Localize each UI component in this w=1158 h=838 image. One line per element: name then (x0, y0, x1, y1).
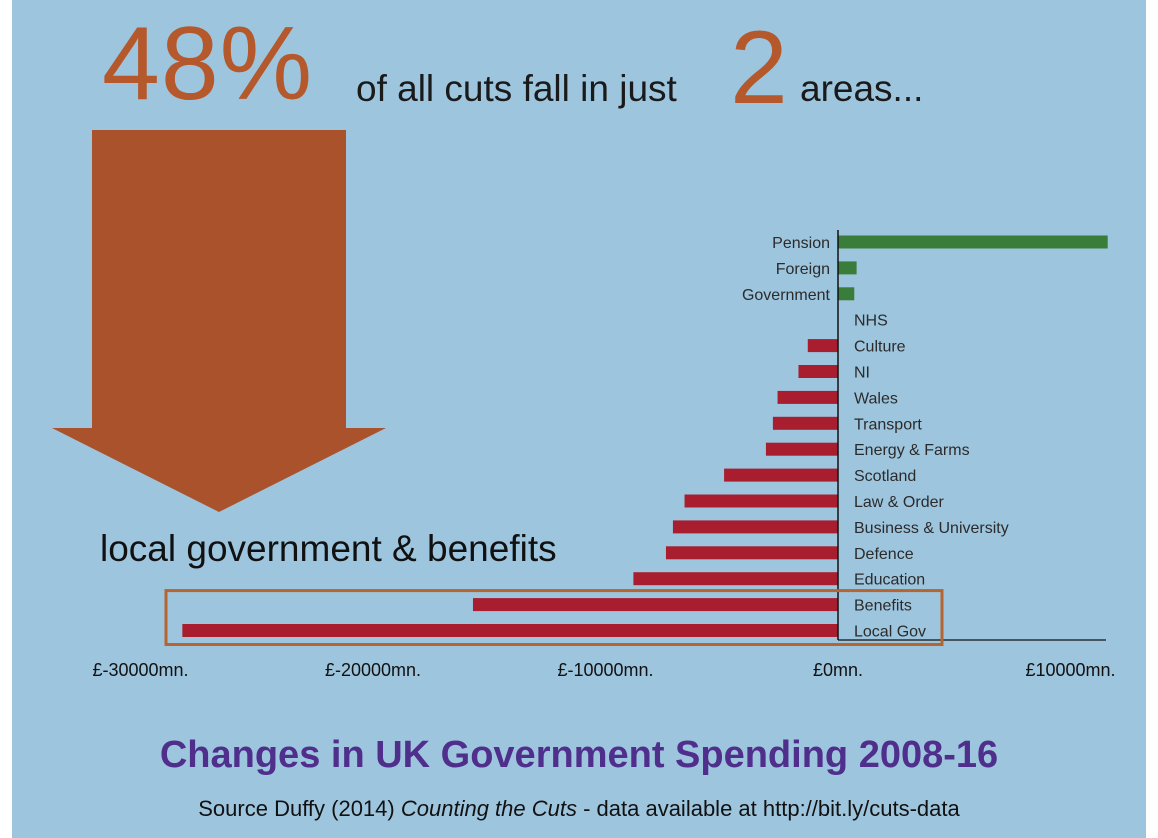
bar-foreign (838, 261, 857, 275)
x-tick-labels-group: £-30000mn. £-20000mn. £-10000mn. £0mn. £1000… (92, 660, 1115, 680)
source-book: Counting the Cuts (400, 796, 577, 821)
category-label-defence: Defence (854, 546, 914, 563)
category-label-transport: Transport (854, 416, 922, 433)
bar-pension (838, 235, 1108, 249)
x-tick-label: £0mn. (813, 660, 863, 680)
bar-ni (798, 365, 838, 378)
source-line: Source Duffy (2014) Counting the Cuts - … (12, 796, 1146, 822)
x-tick-label: £-10000mn. (557, 660, 653, 680)
bar-business-university (672, 520, 838, 534)
category-label-government: Government (742, 287, 831, 304)
category-label-education: Education (854, 572, 925, 589)
bar-local-gov (182, 624, 839, 637)
category-label-energy-farms: Energy & Farms (854, 442, 970, 459)
bar-culture (807, 339, 838, 353)
bar-government (838, 287, 855, 301)
callout-text: local government & benefits (100, 528, 557, 569)
bar-education (633, 572, 838, 586)
category-label-business-university: Business & University (854, 520, 1009, 537)
category-label-nhs: NHS (854, 313, 888, 330)
bar-defence (665, 546, 838, 560)
category-label-ni: NI (854, 365, 870, 382)
category-label-culture: Culture (854, 339, 906, 356)
x-tick-label: £-20000mn. (325, 660, 421, 680)
bars-group (182, 235, 1108, 637)
headline-percent: 48% (102, 6, 314, 122)
down-arrow-shape (52, 130, 386, 512)
category-label-wales: Wales (854, 390, 898, 407)
chart-title: Changes in UK Government Spending 2008-1… (159, 734, 999, 776)
bar-wales (777, 390, 838, 404)
category-label-foreign: Foreign (776, 261, 830, 278)
highlight-box (164, 589, 944, 646)
chart-svg: Pension Foreign Government NHS Culture NI Wale… (52, 130, 1116, 680)
headline-number: 2 (730, 10, 789, 126)
category-labels-group: Pension Foreign Government NHS Culture NI Wale… (742, 235, 1009, 641)
category-label-benefits: Benefits (854, 598, 912, 615)
headline-mid-text: of all cuts fall in just (356, 68, 677, 109)
x-tick-label: £10000mn. (1025, 660, 1115, 680)
bar-law-order (684, 494, 838, 508)
headline: 48% of all cuts fall in just 2 areas... (12, 0, 1146, 120)
bar-transport (772, 416, 838, 430)
source-suffix: - data available at http://bit.ly/cuts-d… (583, 796, 960, 821)
bar-energy-farms (765, 442, 838, 456)
source-prefix: Source Duffy (2014) (198, 796, 395, 821)
category-label-local-gov: Local Gov (854, 624, 926, 641)
bar-scotland (724, 468, 838, 482)
infographic-panel: 48% of all cuts fall in just 2 areas... … (12, 0, 1146, 838)
category-label-pension: Pension (772, 235, 830, 252)
headline-end-text: areas... (800, 68, 924, 109)
x-tick-label: £-30000mn. (92, 660, 188, 680)
category-label-law-order: Law & Order (854, 494, 944, 511)
category-label-scotland: Scotland (854, 468, 916, 485)
bar-benefits (472, 598, 838, 612)
